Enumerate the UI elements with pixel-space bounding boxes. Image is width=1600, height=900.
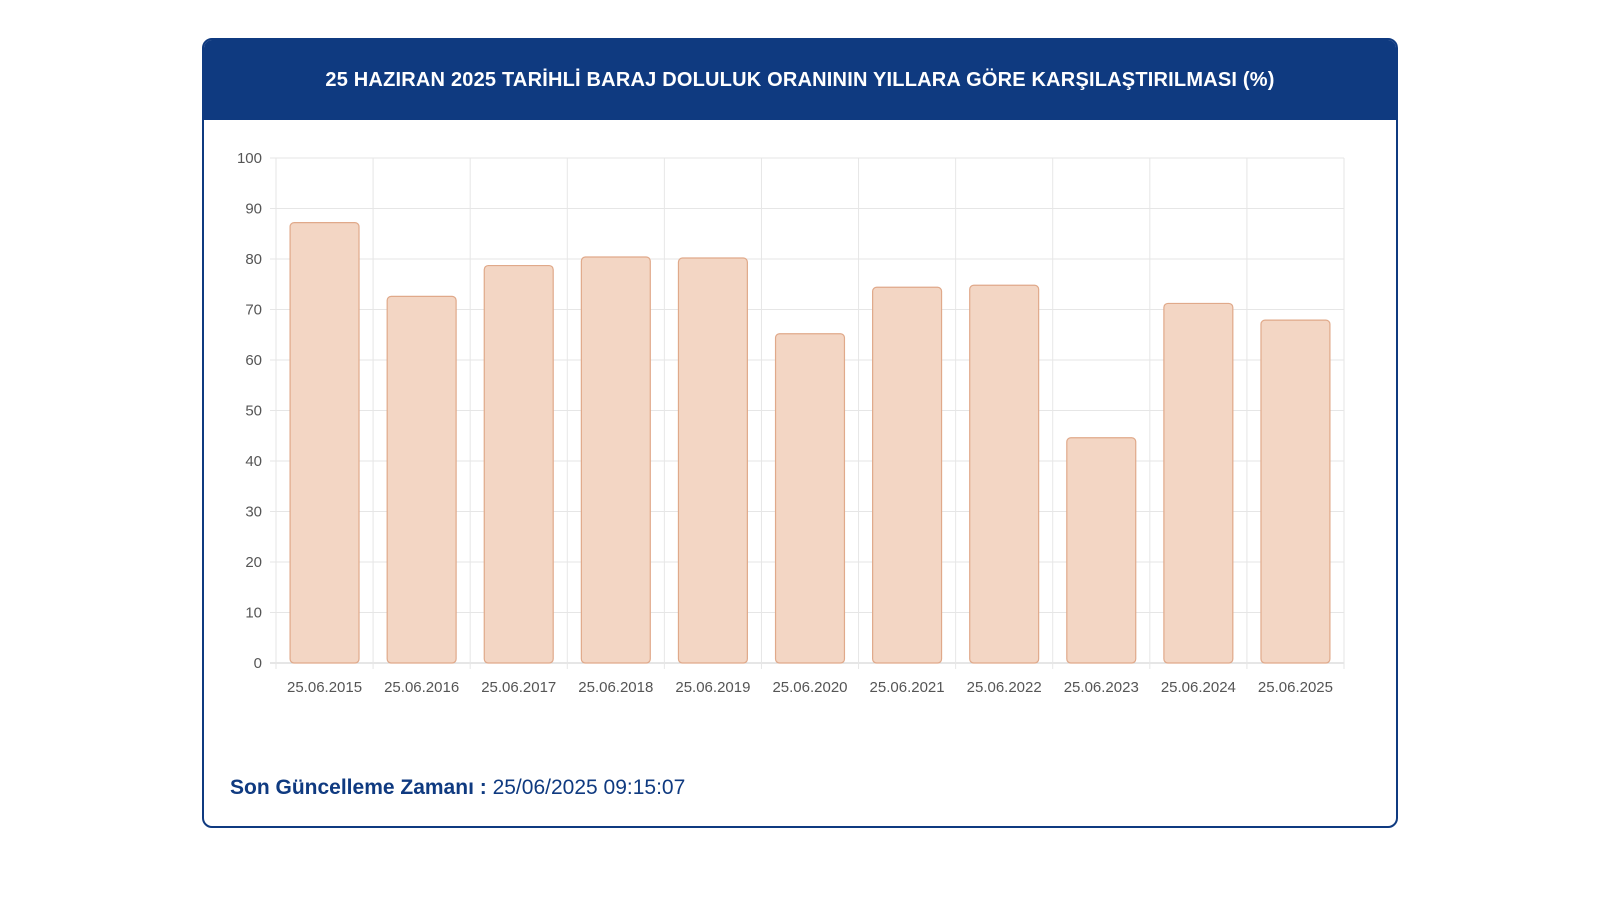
- chart-title: 25 HAZIRAN 2025 TARİHLİ BARAJ DOLULUK OR…: [204, 40, 1396, 120]
- y-tick-label: 80: [245, 251, 262, 268]
- y-tick-label: 10: [245, 605, 262, 622]
- bar: [774, 333, 846, 664]
- y-tick-label: 30: [245, 504, 262, 521]
- y-tick-label: 70: [245, 302, 262, 319]
- bar: [1163, 302, 1234, 664]
- y-tick-label: 100: [237, 150, 262, 167]
- y-tick-label: 90: [245, 201, 262, 218]
- x-tick-label: 25.06.2024: [1161, 679, 1236, 696]
- last-update-value: 25/06/2025 09:15:07: [492, 776, 686, 799]
- bar: [580, 256, 651, 664]
- bar: [1066, 437, 1137, 664]
- x-tick-label: 25.06.2018: [578, 679, 653, 696]
- chart-card: 25 HAZIRAN 2025 TARİHLİ BARAJ DOLULUK OR…: [202, 38, 1398, 828]
- x-tick-label: 25.06.2016: [384, 679, 459, 696]
- y-tick-label: 0: [254, 655, 262, 672]
- bar: [1260, 319, 1331, 664]
- x-tick-label: 25.06.2025: [1258, 679, 1333, 696]
- bar: [483, 264, 554, 664]
- y-tick-label: 50: [245, 403, 262, 420]
- y-tick-label: 40: [245, 453, 262, 470]
- x-tick-label: 25.06.2022: [967, 679, 1042, 696]
- chart-area: 0 10 20 30 40 50 60 70 80 90 100 25.06.2015 25.06.20…: [204, 120, 1396, 750]
- bar: [386, 295, 457, 664]
- bar: [677, 257, 748, 664]
- bar: [969, 284, 1040, 664]
- y-tick-label: 60: [245, 352, 262, 369]
- bar: [289, 222, 360, 664]
- y-tick-label: 20: [245, 554, 262, 571]
- last-update-label: Son Güncelleme Zamanı :: [230, 776, 487, 799]
- x-tick-label: 25.06.2019: [675, 679, 750, 696]
- x-tick-label: 25.06.2021: [870, 679, 945, 696]
- last-update: Son Güncelleme Zamanı : 25/06/2025 09:15…: [230, 776, 685, 800]
- x-tick-label: 25.06.2015: [287, 679, 362, 696]
- x-tick-label: 25.06.2023: [1064, 679, 1139, 696]
- x-tick-label: 25.06.2017: [481, 679, 556, 696]
- bar: [872, 286, 943, 664]
- bar-chart: 0 10 20 30 40 50 60 70 80 90 100 25.06.2015 25.06.20…: [237, 150, 1345, 696]
- x-tick-label: 25.06.2020: [772, 679, 847, 696]
